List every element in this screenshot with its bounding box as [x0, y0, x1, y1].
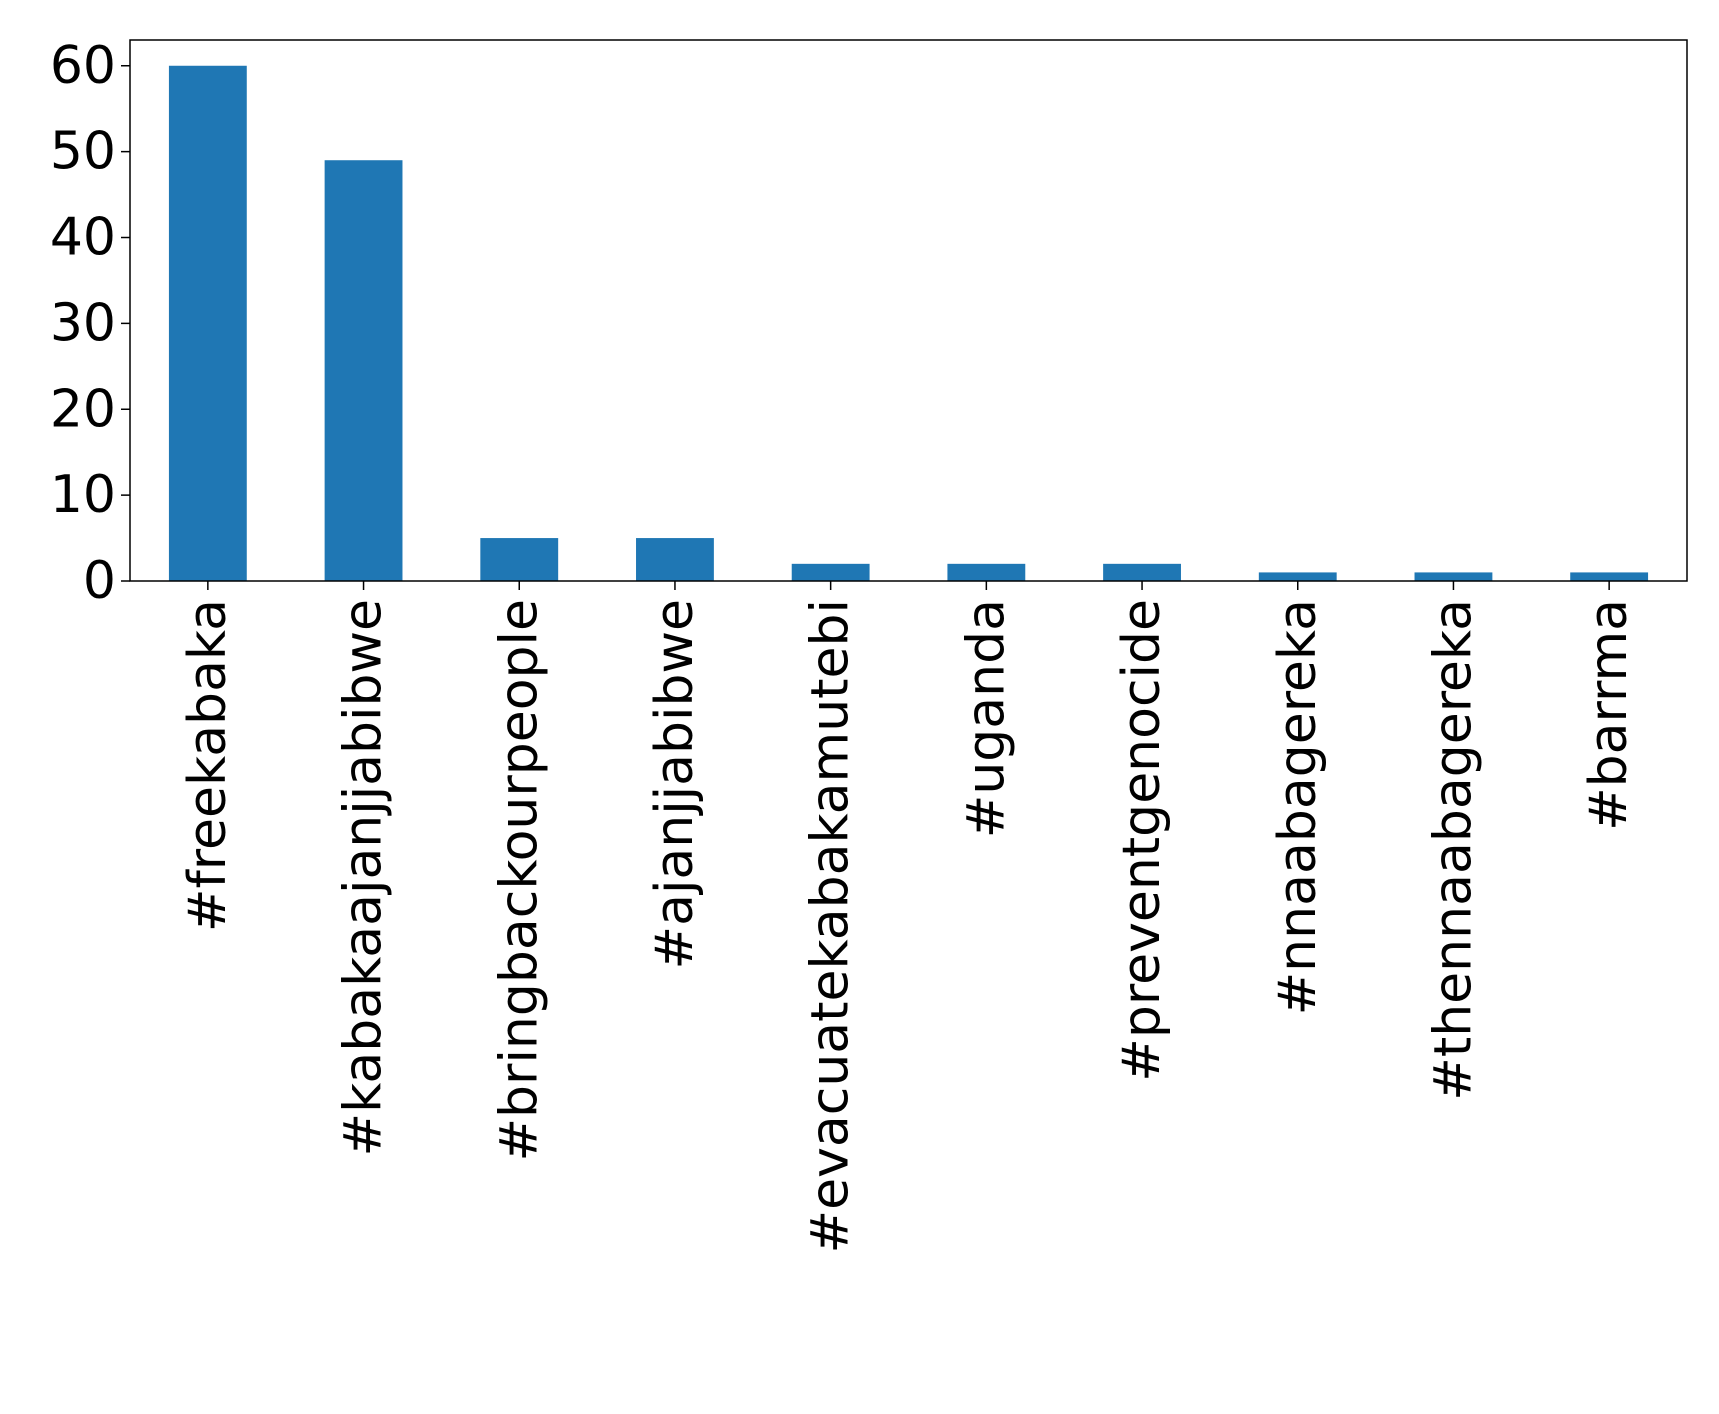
y-tick-label: 10	[50, 465, 116, 525]
y-tick-label: 50	[50, 122, 116, 182]
bar-5	[947, 563, 1026, 581]
y-tick-label: 40	[50, 208, 116, 268]
x-tick-label: #nnaabagereka	[1268, 599, 1328, 1015]
y-tick-label: 0	[83, 551, 116, 611]
bar-1	[324, 160, 403, 581]
y-tick-label: 60	[50, 36, 116, 96]
x-tick-label: #freekabaka	[178, 599, 238, 932]
y-tick-label: 20	[50, 379, 116, 439]
bar-9	[1570, 572, 1649, 581]
bar-6	[1103, 563, 1181, 581]
x-tick-label: #ajanjjabibwe	[645, 599, 705, 969]
x-tick-label: #thennaabagereka	[1423, 599, 1483, 1101]
x-tick-label: #kabakaajanjjabibwe	[334, 599, 394, 1156]
plot-frame	[129, 39, 1688, 582]
bar-7	[1258, 572, 1337, 581]
x-axis: #freekabaka #kabakaajanjjabibwe #bringback…	[178, 581, 1639, 1253]
x-tick-label: #preventgenocide	[1112, 599, 1172, 1082]
bar-0	[168, 65, 247, 581]
x-tick-label: #barrma	[1579, 599, 1639, 831]
y-tick-label: 30	[50, 293, 116, 353]
bar-3	[636, 538, 714, 581]
bar-8	[1414, 572, 1493, 581]
x-tick-label: #bringbackourpeople	[489, 599, 549, 1162]
bars-group	[168, 65, 1649, 581]
x-tick-label: #uganda	[956, 599, 1016, 838]
y-axis: 0 10 20 30 40 50 60	[50, 36, 130, 611]
x-tick-label: #evacuatekabakamutebi	[801, 599, 861, 1253]
bar-2	[480, 538, 559, 581]
bar-4	[791, 563, 870, 581]
